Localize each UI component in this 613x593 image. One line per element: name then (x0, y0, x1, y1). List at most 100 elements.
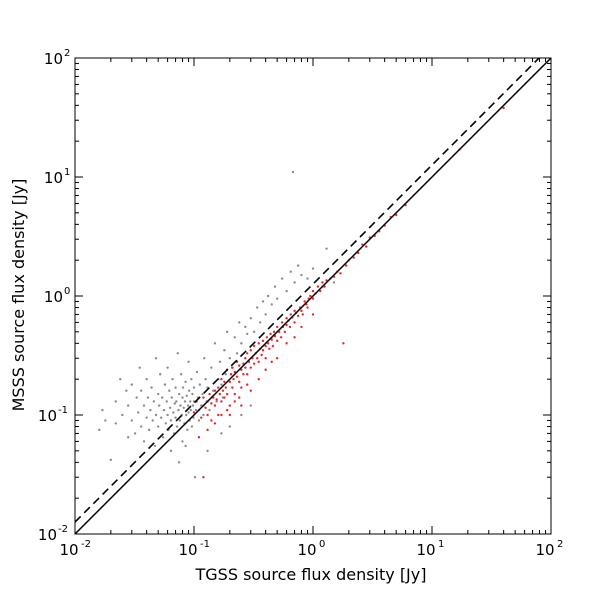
data-point (301, 313, 304, 316)
data-point (225, 330, 229, 334)
data-point (217, 386, 220, 389)
data-point (303, 300, 306, 303)
data-point (220, 377, 223, 381)
data-point (238, 380, 241, 384)
data-point (220, 383, 223, 386)
data-point (285, 317, 288, 320)
data-point (98, 428, 101, 432)
data-point (104, 419, 107, 422)
y-tick-exp: -1 (58, 405, 68, 416)
data-point (154, 357, 158, 360)
data-point (257, 342, 260, 345)
data-point (147, 428, 151, 432)
data-point (210, 366, 213, 369)
data-point (162, 408, 166, 412)
data-point (218, 392, 222, 396)
data-point (261, 349, 265, 352)
data-point (306, 277, 309, 280)
data-point (221, 389, 225, 392)
data-point (168, 389, 171, 392)
data-point (198, 383, 202, 386)
data-point (233, 392, 236, 396)
data-point (229, 373, 233, 376)
data-point (223, 396, 226, 399)
data-point (321, 281, 324, 284)
data-point (210, 419, 213, 422)
data-point (186, 428, 189, 432)
y-tick-label: 10 -2 (38, 524, 68, 544)
data-point (159, 416, 163, 419)
x-tick-label: 10 2 (535, 539, 563, 559)
gray-points (98, 170, 336, 479)
x-tick-exp: 0 (319, 539, 325, 550)
data-point (256, 306, 259, 309)
data-point (177, 408, 180, 412)
data-point (140, 425, 143, 428)
data-point (175, 400, 178, 403)
data-point (189, 408, 192, 412)
data-point (177, 392, 181, 396)
data-point (279, 336, 283, 339)
data-point (197, 419, 201, 422)
data-point (140, 389, 143, 392)
data-point (150, 386, 153, 389)
data-point (130, 383, 133, 386)
y-tick-base: 10 (44, 50, 63, 68)
data-point (158, 404, 161, 407)
data-point (169, 419, 173, 422)
data-point (204, 406, 207, 409)
data-point (233, 400, 236, 403)
data-point (146, 396, 150, 399)
data-point (194, 408, 198, 412)
data-point (195, 370, 199, 374)
data-point (170, 396, 173, 399)
data-point (149, 408, 152, 412)
data-point (137, 411, 140, 414)
data-point (256, 357, 259, 360)
data-point (185, 413, 188, 417)
data-point (275, 297, 279, 300)
y-tick-exp: -2 (58, 524, 68, 535)
data-point (213, 404, 217, 407)
data-point (270, 360, 273, 363)
data-point (220, 432, 223, 435)
data-point (252, 344, 256, 348)
data-point (257, 377, 260, 381)
data-point (125, 389, 128, 392)
data-point (502, 106, 505, 110)
data-point (309, 294, 312, 298)
data-point (176, 352, 179, 355)
dashed-reference-line (75, 58, 541, 523)
data-point (204, 377, 207, 381)
data-point (285, 323, 288, 327)
data-point (289, 270, 292, 273)
data-point (197, 436, 201, 439)
data-point (246, 332, 249, 336)
x-tick-base: 10 (297, 541, 316, 559)
data-point (293, 281, 296, 284)
data-point (265, 336, 269, 339)
x-tick-exp: -2 (81, 539, 91, 550)
data-point (154, 413, 158, 417)
data-point (275, 325, 279, 329)
data-point (288, 325, 292, 329)
data-point (159, 373, 162, 376)
y-tick-exp: 2 (64, 48, 70, 59)
data-point (231, 386, 234, 389)
data-point (240, 404, 243, 407)
data-point (166, 366, 169, 369)
data-point (190, 425, 194, 428)
x-tick-label: 10 1 (416, 539, 444, 559)
data-point (173, 402, 177, 405)
data-point (260, 353, 263, 357)
data-point (240, 386, 243, 389)
y-tick-base: 10 (38, 526, 57, 544)
data-point (206, 413, 209, 417)
y-tick-label: 10 1 (44, 167, 70, 187)
data-point (183, 400, 187, 403)
data-point (352, 256, 355, 259)
data-point (174, 386, 177, 389)
data-point (185, 394, 188, 397)
x-tick-label: 10 0 (297, 539, 325, 559)
data-point (160, 396, 164, 399)
